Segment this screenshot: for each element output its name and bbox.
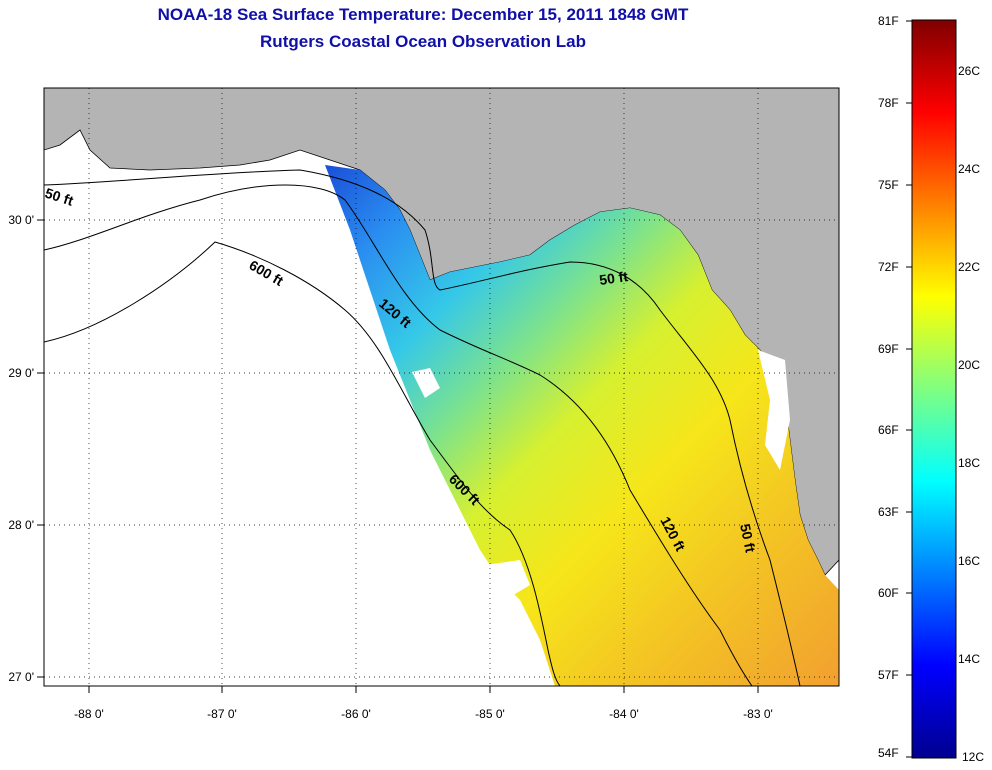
colorbar-c-label: 12C: [962, 750, 985, 764]
colorbar-f-label: 57F: [878, 668, 899, 682]
colorbar-c-label: 26C: [958, 64, 981, 78]
contour-label-50ft-south: 50 ft: [737, 522, 759, 554]
contour-50ft: [44, 169, 801, 686]
contour-120ft: [44, 184, 753, 686]
colorbar-c-label: 20C: [958, 358, 981, 372]
lat-tick-label: 30 0': [8, 213, 34, 227]
colorbar: [911, 19, 957, 759]
colorbar-f-label: 78F: [878, 96, 899, 110]
map-title: NOAA-18 Sea Surface Temperature: Decembe…: [157, 5, 689, 24]
cloud-gap: [412, 368, 440, 398]
colorbar-c-label: 22C: [958, 260, 981, 274]
cloud-gap: [485, 560, 530, 600]
cloud-gap: [758, 350, 790, 470]
map-border: [43, 87, 840, 687]
colorbar-c-label: 18C: [958, 456, 981, 470]
colorbar-f-label: 54F: [878, 746, 899, 760]
sst-swath: [325, 165, 839, 686]
lat-tick-label: 27 0': [8, 670, 34, 684]
colorbar-f-label: 72F: [878, 260, 899, 274]
contour-600ft: [44, 241, 561, 686]
colorbar-f-label: 69F: [878, 342, 899, 356]
lat-tick-label: 28 0': [8, 518, 34, 532]
colorbar-f-label: 66F: [878, 423, 899, 437]
colorbar-c-label: 14C: [958, 652, 981, 666]
lat-tick-label: 29 0': [8, 366, 34, 380]
colorbar-c-label: 24C: [958, 162, 981, 176]
colorbar-f-label: 81F: [878, 14, 899, 28]
lon-tick-label: -88 0': [74, 707, 104, 721]
map-subtitle: Rutgers Coastal Ocean Observation Lab: [260, 32, 586, 51]
lon-tick-label: -85 0': [475, 707, 505, 721]
lon-tick-label: -87 0': [207, 707, 237, 721]
colorbar-ticks: [906, 20, 912, 758]
colorbar-f-label: 60F: [878, 586, 899, 600]
colorbar-f-label: 63F: [878, 505, 899, 519]
contour-label-50ft-north: 50 ft: [598, 268, 629, 288]
colorbar-c-label: 16C: [958, 554, 981, 568]
lon-tick-label: -83 0': [743, 707, 773, 721]
lon-tick-label: -84 0': [609, 707, 639, 721]
colorbar-f-label: 75F: [878, 178, 899, 192]
lon-tick-label: -86 0': [341, 707, 371, 721]
axis-ticks: [37, 219, 759, 693]
